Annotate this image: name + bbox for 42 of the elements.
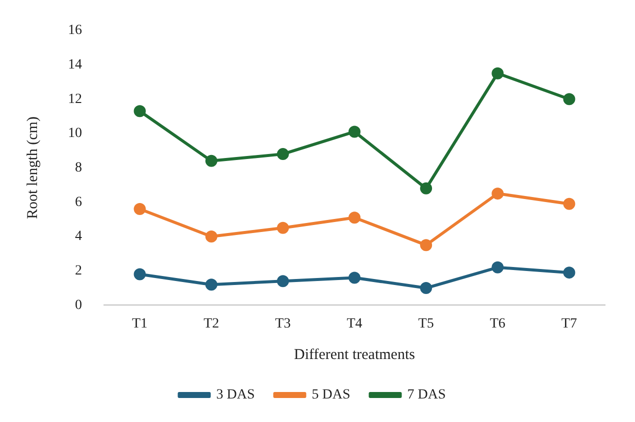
legend-label: 5 DAS	[312, 388, 350, 403]
y-tick-label: 16	[68, 23, 82, 38]
y-tick-label: 12	[68, 92, 82, 107]
y-tick-label: 14	[68, 57, 82, 72]
y-tick-label: 10	[68, 126, 82, 142]
point	[276, 148, 289, 160]
y-tick-label: 0	[75, 298, 82, 313]
point	[276, 222, 289, 234]
y-tick-label: 6	[75, 194, 82, 210]
point	[563, 266, 576, 279]
point	[563, 198, 576, 210]
point	[420, 282, 432, 294]
x-tick-label: T7	[561, 316, 577, 332]
x-tick-label: T5	[418, 316, 434, 332]
x-axis-title: Different treatments	[294, 346, 416, 363]
legend-label: 3 DAS	[216, 388, 255, 403]
point	[348, 212, 360, 224]
x-tick-label: T3	[275, 316, 291, 332]
point	[348, 126, 360, 138]
point	[492, 261, 504, 274]
point	[492, 67, 504, 80]
point	[205, 278, 218, 291]
point	[420, 182, 432, 194]
point	[205, 230, 218, 242]
y-tick-label: 8	[75, 160, 82, 176]
point	[205, 154, 218, 167]
legend-label: 7 DAS	[407, 388, 446, 403]
point	[420, 239, 432, 252]
x-tick-label: T4	[346, 316, 362, 332]
y-tick-label: 2	[75, 264, 82, 279]
y-axis-title: Root length (cm)	[24, 116, 41, 220]
point	[563, 93, 576, 106]
x-tick-label: T2	[204, 316, 220, 332]
point	[134, 268, 146, 280]
point	[348, 272, 360, 284]
x-tick-label: T6	[490, 316, 506, 332]
point	[134, 105, 146, 118]
x-tick-label: T1	[132, 316, 148, 332]
point	[492, 188, 504, 200]
point	[134, 203, 146, 216]
y-tick-label: 4	[75, 229, 82, 244]
point	[276, 275, 289, 288]
